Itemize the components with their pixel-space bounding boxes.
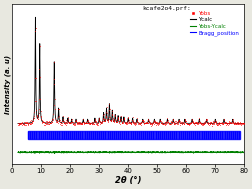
Y-axis label: Intensity (a. u): Intensity (a. u): [4, 55, 11, 114]
Legend: Yobs, Ycalc, Yobs-Ycalc, Bragg_position: Yobs, Ycalc, Yobs-Ycalc, Bragg_position: [187, 9, 241, 38]
Text: kcafe2o4.prf:: kcafe2o4.prf:: [142, 6, 190, 11]
X-axis label: 2θ (°): 2θ (°): [115, 176, 141, 185]
Bar: [28, 131, 239, 139]
